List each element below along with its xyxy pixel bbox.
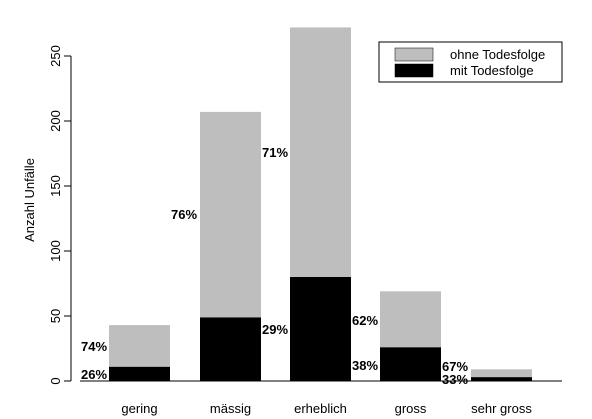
y-tick-label: 150 [48,175,63,197]
percent-label-ohne-todesfolge: 62% [352,313,378,328]
y-tick-label: 0 [48,377,63,384]
y-tick-label: 250 [48,45,63,67]
percent-label-ohne-todesfolge: 76% [171,207,197,222]
legend-swatch-ohne-todesfolge [394,47,434,62]
y-tick-label: 200 [48,110,63,132]
percent-label-mit-todesfolge: 33% [442,372,468,387]
bar-mit-todesfolge [200,317,261,381]
percent-label-mit-todesfolge: 29% [262,322,288,337]
bar-ohne-todesfolge [471,369,532,378]
y-axis: 0 50 100 150 200 250 [48,45,72,385]
bar-ohne-todesfolge [290,27,351,278]
x-category-label: sehr gross [471,401,532,416]
bar-ohne-todesfolge [200,111,261,318]
x-axis: gering mässig erheblich gross sehr gross [80,380,562,416]
bar-mit-todesfolge [290,277,351,381]
legend-label-mit-todesfolge: mit Todesfolge [450,63,534,78]
bar-mit-todesfolge [109,366,170,381]
bar-mit-todesfolge [380,347,441,381]
percent-label-ohne-todesfolge: 67% [442,359,468,374]
percent-labels: 26% 74% 24% 76% 29% 71% 38% 62% 33%67% [81,145,468,387]
legend: ohne Todesfolge mit Todesfolge [378,41,563,83]
legend-swatch-mit-todesfolge [394,63,434,78]
y-axis-title: Anzahl Unfälle [22,158,37,242]
bar-ohne-todesfolge [109,325,170,367]
percent-label-mit-todesfolge: 26% [81,367,107,382]
y-tick-label: 50 [48,309,63,323]
x-category-label: erheblich [294,401,347,416]
y-tick-label: 100 [48,240,63,262]
percent-label-mit-todesfolge: 38% [352,358,378,373]
bars [109,27,532,381]
x-category-label: gering [121,401,157,416]
percent-label-ohne-todesfolge: 71% [262,145,288,160]
bar-mit-todesfolge [471,377,532,381]
legend-label-ohne-todesfolge: ohne Todesfolge [450,47,545,62]
percent-label-ohne-todesfolge: 74% [81,339,107,354]
x-category-label: gross [395,401,427,416]
x-category-label: mässig [210,401,251,416]
bar-ohne-todesfolge [380,291,441,348]
percent-label-mit-todesfolge: 24% [200,344,226,359]
